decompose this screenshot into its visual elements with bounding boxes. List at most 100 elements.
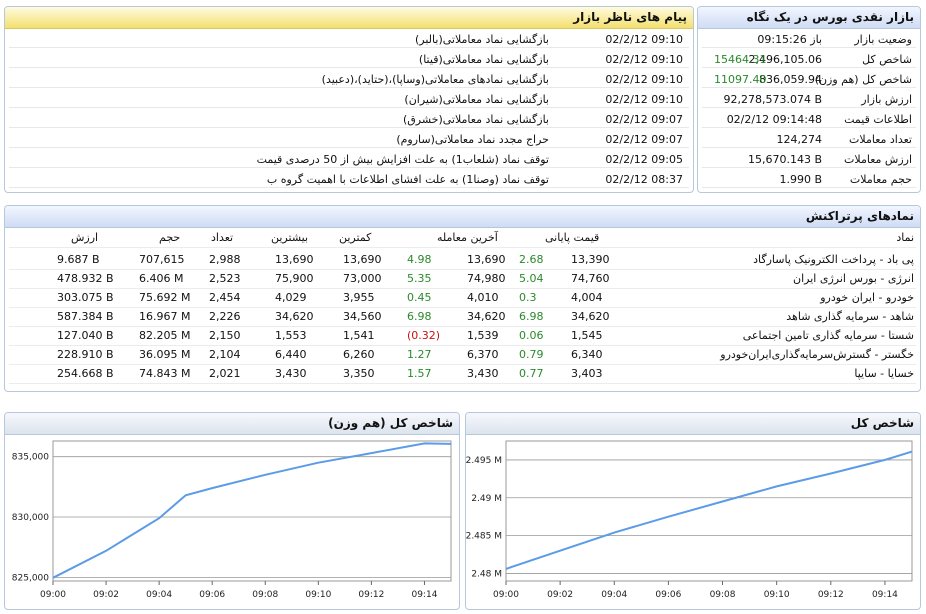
cell-high: 4,029 — [275, 291, 307, 304]
x-tick-label: 09:04 — [146, 590, 172, 600]
table-row[interactable]: پی باد - پرداخت الکترونیک پاسارگاد 13,390… — [9, 250, 916, 270]
main-index-chart-panel: شاخص کل 2.48 M 2.485 M 2.49 M 2.495 M 09:00 0… — [465, 412, 921, 610]
glance-row: تعداد معاملات 124,274 — [702, 131, 916, 148]
glance-row: ارزش بازار 92,278,573.074 B — [702, 91, 916, 108]
glance-row: شاخص کل 2,496,105.06 15464.31 — [702, 51, 916, 68]
message-row: 02/2/12 09:10 بازگشایی نمادهای معاملاتی(و… — [9, 71, 689, 88]
cell-last: 1,539 — [467, 329, 499, 342]
glance-value: 124,274 — [776, 133, 823, 146]
cell-last-chg: 5.35 — [407, 272, 432, 285]
messages-title: پیام های ناظر بازار — [5, 7, 693, 29]
table-row[interactable]: انرژی - بورس انرژی ایران 74,760 5.04 74,980… — [9, 269, 916, 289]
x-tick-label: 09:12 — [818, 590, 844, 600]
message-text: بازگشایی نماد معاملاتی(خشرق) — [402, 113, 549, 126]
message-text: بازگشایی نماد معاملاتی(قیتا) — [418, 53, 549, 66]
glance-row: وضعیت بازار باز 09:15:26 — [702, 31, 916, 48]
cell-symbol: خگستر - گسترش‌سرمایه‌گذاری‌ایران‌خودرو — [720, 348, 914, 361]
cell-count: 2,988 — [209, 253, 241, 266]
cell-volume: 75.692 M — [139, 291, 191, 304]
cell-final: 34,620 — [571, 310, 610, 323]
glance-change: 11097.40 — [714, 73, 767, 86]
glance-label: ارزش بازار — [861, 93, 912, 106]
cell-symbol: شستا - سرمایه گذاری تامین اجتماعی — [742, 329, 914, 342]
cell-final-chg: 6.98 — [519, 310, 544, 323]
x-tick-label: 09:08 — [710, 590, 736, 600]
cell-last: 74,980 — [467, 272, 506, 285]
cell-value: 254.668 B — [57, 367, 114, 380]
table-header: نماد قیمت پایانی آخرین معامله کمترین بیش… — [9, 228, 916, 248]
y-tick-label: 2.485 M — [466, 532, 502, 542]
cell-last: 34,620 — [467, 310, 506, 323]
glance-row: اطلاعات قیمت 02/2/12 09:14:48 — [702, 111, 916, 128]
table-row[interactable]: شستا - سرمایه گذاری تامین اجتماعی 1,545 0.… — [9, 326, 916, 346]
equal-weight-chart-panel: شاخص کل (هم وزن) 825,000 830,000 835,000 09… — [4, 412, 460, 610]
cell-count: 2,454 — [209, 291, 241, 304]
x-tick-label: 09:04 — [601, 590, 627, 600]
x-tick-label: 09:02 — [93, 590, 119, 600]
message-date: 02/2/12 09:10 — [605, 53, 683, 66]
x-tick-label: 09:10 — [764, 590, 790, 600]
glance-value: 1.990 B — [779, 173, 822, 186]
cell-symbol: شاهد - سرمایه گذاری شاهد — [786, 310, 914, 323]
cell-last: 3,430 — [467, 367, 499, 380]
message-date: 02/2/12 09:10 — [605, 93, 683, 106]
x-tick-label: 09:02 — [547, 590, 573, 600]
table-row[interactable]: خودرو - ایران خودرو 4,004 0.3 4,010 0.45 3,95… — [9, 288, 916, 308]
cell-low: 6,260 — [343, 348, 375, 361]
cell-volume: 707,615 — [139, 253, 185, 266]
cell-low: 13,690 — [343, 253, 382, 266]
table-row[interactable]: شاهد - سرمایه گذاری شاهد 34,620 6.98 34,620… — [9, 307, 916, 327]
glance-row: شاخص کل (هم وزن) 836,059.94 11097.40 — [702, 71, 916, 88]
cell-low: 34,560 — [343, 310, 382, 323]
table-row[interactable]: خگستر - گسترش‌سرمایه‌گذاری‌ایران‌خودرو 6,… — [9, 345, 916, 365]
cell-high: 3,430 — [275, 367, 307, 380]
header-count: تعداد — [211, 231, 234, 244]
table-row[interactable]: خسایا - سایپا 3,403 0.77 3,430 1.57 3,350 3,43… — [9, 364, 916, 384]
market-glance-panel: بازار نقدی بورس در یک نگاه وضعیت بازار با… — [697, 6, 921, 193]
cell-final: 1,545 — [571, 329, 603, 342]
cell-low: 73,000 — [343, 272, 382, 285]
y-tick-label: 835,000 — [12, 453, 49, 463]
glance-label: تعداد معاملات — [849, 133, 912, 146]
message-text: بازگشایی نماد معاملاتی(بالبر) — [415, 33, 549, 46]
message-text: حراج مجدد نماد معاملاتی(ساروم) — [396, 133, 549, 146]
x-tick-label: 09:08 — [252, 590, 278, 600]
cell-volume: 74.843 M — [139, 367, 191, 380]
message-text: توقف نماد (شلعاب1) به علت افزایش بیش از … — [256, 153, 549, 166]
message-date: 02/2/12 09:07 — [605, 113, 683, 126]
glance-label: حجم معاملات — [849, 173, 912, 186]
x-tick-label: 09:12 — [358, 590, 384, 600]
message-row: 02/2/12 09:05 توقف نماد (شلعاب1) به علت ا… — [9, 151, 689, 168]
x-tick-label: 09:14 — [872, 590, 898, 600]
cell-symbol: انرژی - بورس انرژی ایران — [793, 272, 914, 285]
y-tick-label: 2.48 M — [471, 569, 502, 579]
y-tick-label: 830,000 — [12, 513, 49, 523]
cell-value: 228.910 B — [57, 348, 114, 361]
glance-value: 92,278,573.074 B — [723, 93, 822, 106]
cell-last: 6,370 — [467, 348, 499, 361]
cell-final: 74,760 — [571, 272, 610, 285]
cell-last-chg: 0.45 — [407, 291, 432, 304]
message-text: بازگشایی نماد معاملاتی(شیران) — [404, 93, 549, 106]
message-row: 02/2/12 09:07 حراج مجدد نماد معاملاتی(سار… — [9, 131, 689, 148]
cell-volume: 6.406 M — [139, 272, 184, 285]
glance-change: 15464.31 — [714, 53, 767, 66]
plot-area — [52, 440, 452, 582]
header-final-price: قیمت پایانی — [545, 231, 600, 244]
header-high: بیشترین — [271, 231, 309, 244]
message-row: 02/2/12 09:10 بازگشایی نماد معاملاتی(شیرا… — [9, 91, 689, 108]
cell-final: 4,004 — [571, 291, 603, 304]
cell-final-chg: 0.77 — [519, 367, 544, 380]
cell-low: 3,350 — [343, 367, 375, 380]
header-symbol: نماد — [896, 231, 914, 244]
y-tick-label: 825,000 — [12, 573, 49, 583]
x-tick-label: 09:06 — [199, 590, 225, 600]
equal-weight-chart-title: شاخص کل (هم وزن) — [5, 413, 459, 435]
cell-last-chg: 4.98 — [407, 253, 432, 266]
main-index-chart: 2.48 M 2.485 M 2.49 M 2.495 M 09:00 09:02 09:0… — [466, 440, 913, 600]
message-row: 02/2/12 09:10 بازگشایی نماد معاملاتی(قیتا… — [9, 51, 689, 68]
cell-final-chg: 0.3 — [519, 291, 537, 304]
glance-label: شاخص کل — [862, 53, 912, 66]
cell-value: 478.932 B — [57, 272, 114, 285]
x-tick-label: 09:06 — [655, 590, 681, 600]
